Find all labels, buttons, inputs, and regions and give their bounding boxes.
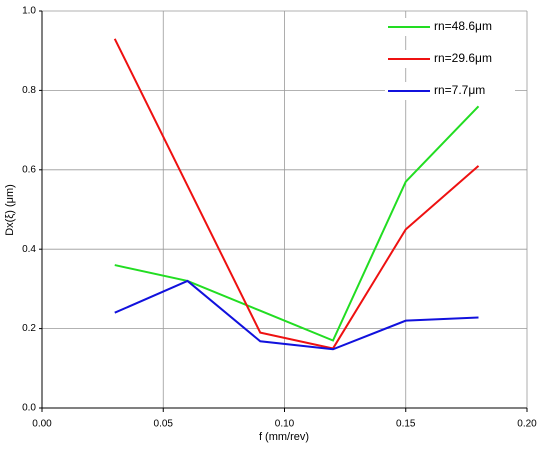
series-line [114, 279, 479, 351]
x-tick-label: 0.05 [154, 419, 174, 430]
legend-label: rn=48.6μm [434, 19, 492, 33]
legend-label: rn=29.6μm [434, 51, 492, 65]
y-tick-label: 0.4 [22, 244, 36, 255]
series-line [114, 105, 480, 342]
y-tick-label: 0.0 [22, 403, 36, 414]
x-axis-label: f (mm/rev) [259, 431, 309, 443]
x-tick-label: 0.20 [517, 419, 537, 430]
legend-bg [385, 18, 515, 36]
y-tick-label: 0.6 [22, 164, 36, 175]
y-tick-label: 0.8 [22, 85, 36, 96]
y-tick-label: 1.0 [22, 6, 36, 17]
legend-bg [385, 50, 515, 68]
x-tick-label: 0.00 [32, 419, 52, 430]
x-tick-label: 0.15 [396, 419, 416, 430]
legend-bg [385, 82, 515, 100]
legend-label: rn=7.7μm [434, 83, 485, 97]
series-line [113, 38, 480, 350]
x-tick-label: 0.10 [275, 419, 295, 430]
y-tick-label: 0.2 [22, 323, 36, 334]
y-axis-label: Dx(ξ) (μm) [4, 184, 16, 236]
